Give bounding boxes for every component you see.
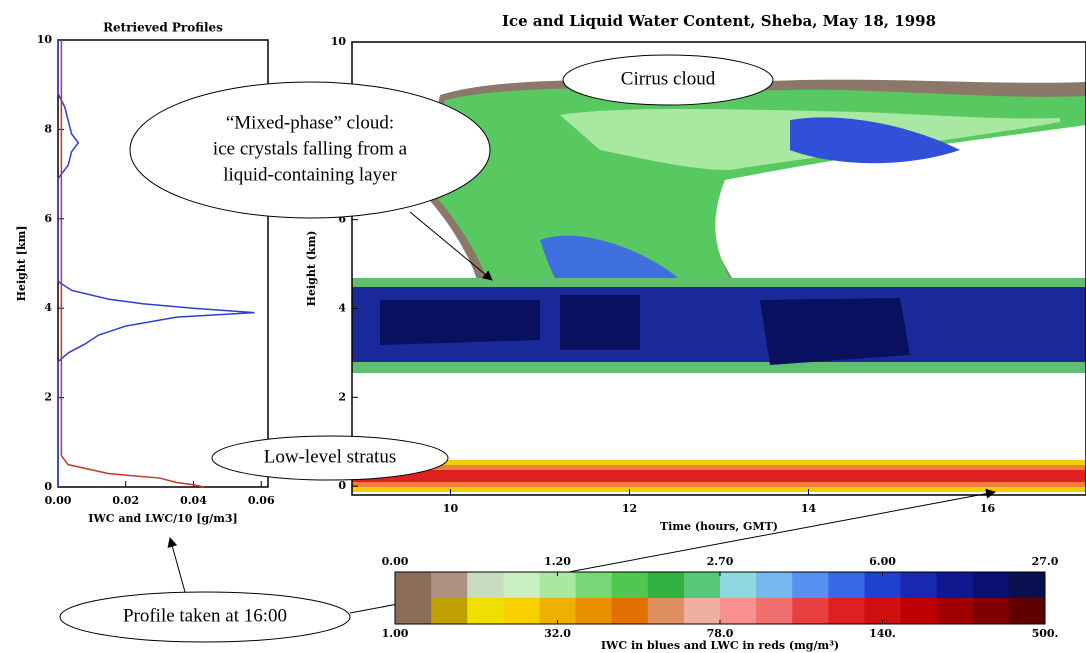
colorbar-tick-label: 0.00 bbox=[382, 555, 409, 568]
color-swatch bbox=[648, 572, 685, 598]
x-axis-label: Time (hours, GMT) bbox=[660, 520, 778, 533]
figure: 0.00 0.02 0.04 0.06 0 2 4 6 8 10 Retrieved Profile… bbox=[0, 0, 1086, 653]
y-tick-label: 10 bbox=[37, 33, 53, 46]
color-swatch bbox=[503, 572, 540, 598]
color-swatch bbox=[576, 572, 613, 598]
color-swatch bbox=[901, 572, 938, 598]
color-swatch bbox=[395, 598, 432, 624]
color-swatch bbox=[684, 598, 721, 624]
chart-title: Ice and Liquid Water Content, Sheba, May… bbox=[502, 12, 936, 30]
arrow bbox=[170, 538, 185, 592]
color-swatch bbox=[756, 598, 793, 624]
y-tick-label: 4 bbox=[338, 301, 346, 314]
y-tick-label: 8 bbox=[44, 122, 52, 135]
y-tick-label: 0 bbox=[338, 479, 346, 492]
annotation-text: Low-level stratus bbox=[264, 446, 396, 467]
color-swatch bbox=[648, 598, 685, 624]
color-swatch bbox=[612, 598, 649, 624]
x-tick-label: 10 bbox=[443, 502, 459, 515]
color-swatch bbox=[720, 572, 757, 598]
x-tick-label: 14 bbox=[801, 502, 817, 515]
color-swatch bbox=[431, 598, 468, 624]
stratus-red bbox=[352, 470, 1086, 482]
colorbar-tick-label: 1.20 bbox=[544, 555, 571, 568]
y-tick-label: 6 bbox=[44, 212, 52, 225]
x-axis-label: IWC and LWC/10 [g/m3] bbox=[88, 512, 237, 525]
x-tick-label: 0.02 bbox=[112, 494, 139, 507]
colorbar-tick-label: 1.00 bbox=[382, 627, 409, 640]
y-tick-label: 4 bbox=[44, 301, 52, 314]
annotation-text: liquid-containing layer bbox=[223, 164, 397, 185]
y-tick-label: 2 bbox=[338, 390, 346, 403]
x-tick-label: 16 bbox=[980, 502, 996, 515]
y-axis-label: Height (km) bbox=[305, 231, 318, 307]
color-swatch bbox=[973, 598, 1010, 624]
color-swatch bbox=[612, 572, 649, 598]
color-swatch bbox=[1009, 572, 1046, 598]
color-swatch bbox=[576, 598, 613, 624]
color-swatch bbox=[937, 572, 974, 598]
annotation-text: “Mixed-phase” cloud: bbox=[226, 112, 394, 133]
x-tick-label: 12 bbox=[622, 502, 637, 515]
color-swatch bbox=[792, 598, 829, 624]
color-swatch bbox=[684, 572, 721, 598]
colorbar-tick-label: 32.0 bbox=[544, 627, 571, 640]
annotation-text: ice crystals falling from a bbox=[213, 138, 408, 159]
color-swatch bbox=[828, 598, 865, 624]
chart-title: Retrieved Profiles bbox=[103, 21, 223, 35]
x-tick-label: 0.06 bbox=[248, 494, 275, 507]
color-swatch bbox=[973, 572, 1010, 598]
colorbar-tick-label: 140. bbox=[869, 627, 896, 640]
colorbar-tick-label: 27.0 bbox=[1032, 555, 1059, 568]
colorbar-label: IWC in blues and LWC in reds (mg/m³) bbox=[601, 639, 839, 652]
color-swatch bbox=[503, 598, 540, 624]
color-swatch bbox=[792, 572, 829, 598]
color-swatch bbox=[395, 572, 432, 598]
color-swatch bbox=[901, 598, 938, 624]
color-swatch bbox=[467, 598, 504, 624]
color-swatch bbox=[431, 572, 468, 598]
colorbar-tick-label: 500. bbox=[1032, 627, 1059, 640]
color-swatch bbox=[720, 598, 757, 624]
y-tick-label: 10 bbox=[331, 35, 347, 48]
y-axis-label: Height [km] bbox=[15, 226, 28, 302]
y-tick-label: 2 bbox=[44, 391, 52, 404]
annotation-text: Profile taken at 16:00 bbox=[123, 605, 287, 626]
color-swatch bbox=[756, 572, 793, 598]
x-tick-label: 0.04 bbox=[180, 494, 207, 507]
color-swatch bbox=[828, 572, 865, 598]
color-swatch bbox=[937, 598, 974, 624]
color-swatch bbox=[1009, 598, 1046, 624]
x-tick-label: 0.00 bbox=[45, 494, 72, 507]
color-swatch bbox=[467, 572, 504, 598]
annotation-text: Cirrus cloud bbox=[621, 68, 716, 89]
colorbar-tick-label: 2.70 bbox=[707, 555, 734, 568]
colorbar-tick-label: 6.00 bbox=[869, 555, 896, 568]
y-tick-label: 0 bbox=[44, 480, 52, 493]
